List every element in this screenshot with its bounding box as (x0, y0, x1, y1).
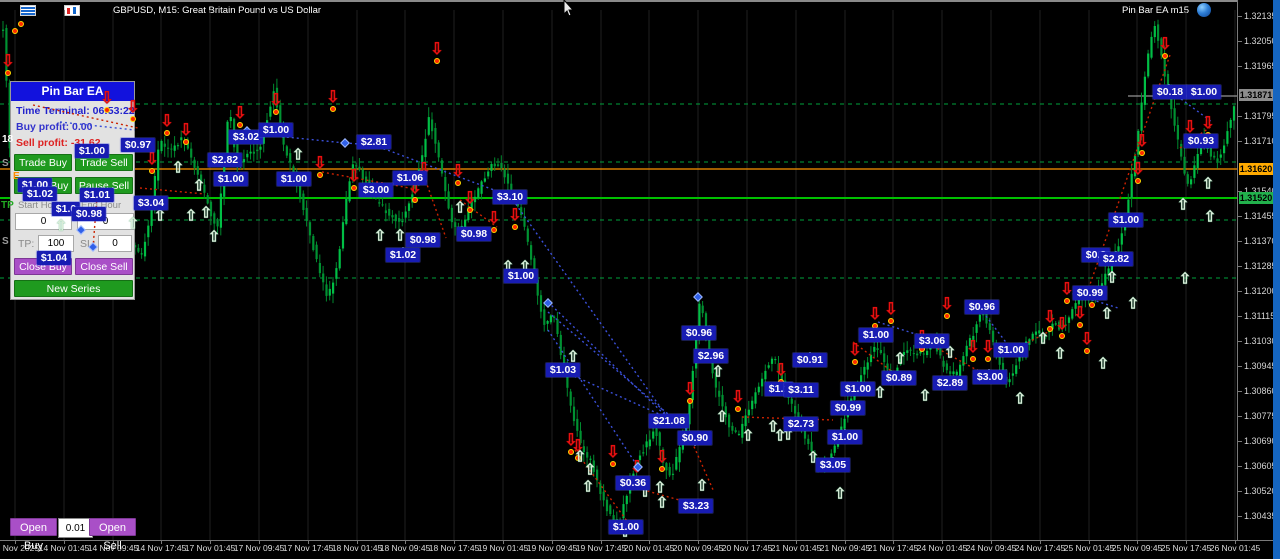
time-tick-notch (308, 541, 309, 544)
ea-time-terminal: Time Terminal: 06:53:22 (16, 105, 135, 117)
time-tick: 14 Nov 09:45 (87, 543, 139, 553)
pause-sell-button[interactable]: Pause Sell (75, 177, 133, 194)
ea-globe-icon (1197, 3, 1211, 17)
pause-buy-button[interactable]: Pause Buy (14, 177, 72, 194)
mouse-cursor (563, 0, 574, 17)
time-tick-notch (357, 541, 358, 544)
time-tick: 25 Nov 09:45 (1111, 543, 1163, 553)
end-hour-label: End Hour (81, 200, 122, 211)
time-tick-notch (1235, 541, 1236, 544)
time-tick: 20 Nov 01:45 (623, 543, 675, 553)
time-tick-notch (601, 541, 602, 544)
sl-input[interactable] (98, 235, 132, 252)
time-tick-notch (15, 541, 16, 544)
time-tick: 13 Nov 2025 (0, 543, 39, 553)
market-watch-icon (20, 5, 36, 16)
candlestick-chart (0, 10, 1237, 540)
tp-input[interactable] (38, 235, 74, 252)
time-tick-notch (747, 541, 748, 544)
window-edge-strip (1273, 0, 1280, 559)
start-hour-input[interactable] (15, 213, 72, 230)
chart-title: GBPUSD, M15: Great Britain Pound vs US D… (113, 5, 322, 16)
ea-buy-profit: Buy profit: 0.00 (16, 121, 93, 133)
lot-size-input[interactable] (58, 518, 93, 538)
price-badge: 1.31871 (1239, 89, 1273, 101)
time-tick: 19 Nov 01:45 (477, 543, 529, 553)
time-axis: 13 Nov 2025 14 Nov 01:45 14 Nov 09:45 14… (0, 540, 1273, 559)
time-tick-notch (1089, 541, 1090, 544)
time-tick: 17 Nov 09:45 (233, 543, 285, 553)
tp-label: TP: (18, 238, 35, 250)
time-tick: 25 Nov 01:45 (1063, 543, 1115, 553)
time-tick: 19 Nov 09:45 (526, 543, 578, 553)
pin-bar-ea-panel: Pin Bar EA Time Terminal: 06:53:22 Buy p… (10, 81, 135, 300)
price-axis: 1.32135 1.32050 1.31965 1.31795 1.31710 … (1237, 0, 1277, 540)
time-tick: 18 Nov 01:45 (331, 543, 383, 553)
time-tick: 18 Nov 09:45 (379, 543, 431, 553)
time-tick: 21 Nov 09:45 (819, 543, 871, 553)
trade-sell-button[interactable]: Trade Sell (75, 154, 133, 171)
time-tick: 26 Nov 01:45 (1209, 543, 1261, 553)
ea-panel-title: Pin Bar EA (11, 82, 134, 101)
window-top-border (0, 0, 1280, 2)
time-tick: 24 Nov 01:45 (916, 543, 968, 553)
time-tick: 24 Nov 09:45 (965, 543, 1017, 553)
time-tick-notch (210, 541, 211, 544)
time-tick-notch (113, 541, 114, 544)
time-tick: 20 Nov 09:45 (672, 543, 724, 553)
time-tick-notch (1040, 541, 1041, 544)
new-series-button[interactable]: New Series (14, 280, 133, 297)
time-tick-notch (893, 541, 894, 544)
time-tick-notch (1186, 541, 1187, 544)
time-tick: 19 Nov 17:45 (575, 543, 627, 553)
time-tick-notch (503, 541, 504, 544)
time-tick: 21 Nov 01:45 (770, 543, 822, 553)
time-tick-notch (454, 541, 455, 544)
open-buy-button[interactable]: Open Buy (10, 518, 57, 552)
open-sell-button[interactable]: Open Sell (89, 518, 136, 552)
close-buy-button[interactable]: Close Buy (14, 258, 72, 275)
time-tick: 24 Nov 17:45 (1014, 543, 1066, 553)
start-hour-label: Start Hour (18, 200, 62, 211)
price-badge: 1.31520 (1239, 192, 1273, 204)
time-tick: 20 Nov 17:45 (721, 543, 773, 553)
time-tick-notch (405, 541, 406, 544)
time-tick-notch (161, 541, 162, 544)
time-tick-notch (942, 541, 943, 544)
time-tick: 14 Nov 17:45 (135, 543, 187, 553)
time-tick-notch (991, 541, 992, 544)
time-tick-notch (259, 541, 260, 544)
time-tick-notch (552, 541, 553, 544)
ea-watermark: Pin Bar EA m15 (1122, 5, 1190, 16)
time-tick-notch (698, 541, 699, 544)
time-tick: 25 Nov 17:45 (1160, 543, 1212, 553)
time-tick: 21 Nov 17:45 (867, 543, 919, 553)
time-tick: 18 Nov 17:45 (428, 543, 480, 553)
price-badge: 1.31620 (1239, 163, 1273, 175)
trade-buy-button[interactable]: Trade Buy (14, 154, 72, 171)
end-hour-input[interactable] (77, 213, 134, 230)
sl-label: SL: (80, 238, 96, 250)
ea-sell-profit: Sell profit: -31.62 (16, 137, 101, 149)
close-sell-button[interactable]: Close Sell (75, 258, 133, 275)
time-tick: 17 Nov 01:45 (184, 543, 236, 553)
time-tick-notch (1137, 541, 1138, 544)
time-tick: 17 Nov 17:45 (282, 543, 334, 553)
time-tick-notch (845, 541, 846, 544)
time-tick: 14 Nov 01:45 (38, 543, 90, 553)
time-tick-notch (796, 541, 797, 544)
time-tick-notch (64, 541, 65, 544)
time-tick-notch (649, 541, 650, 544)
